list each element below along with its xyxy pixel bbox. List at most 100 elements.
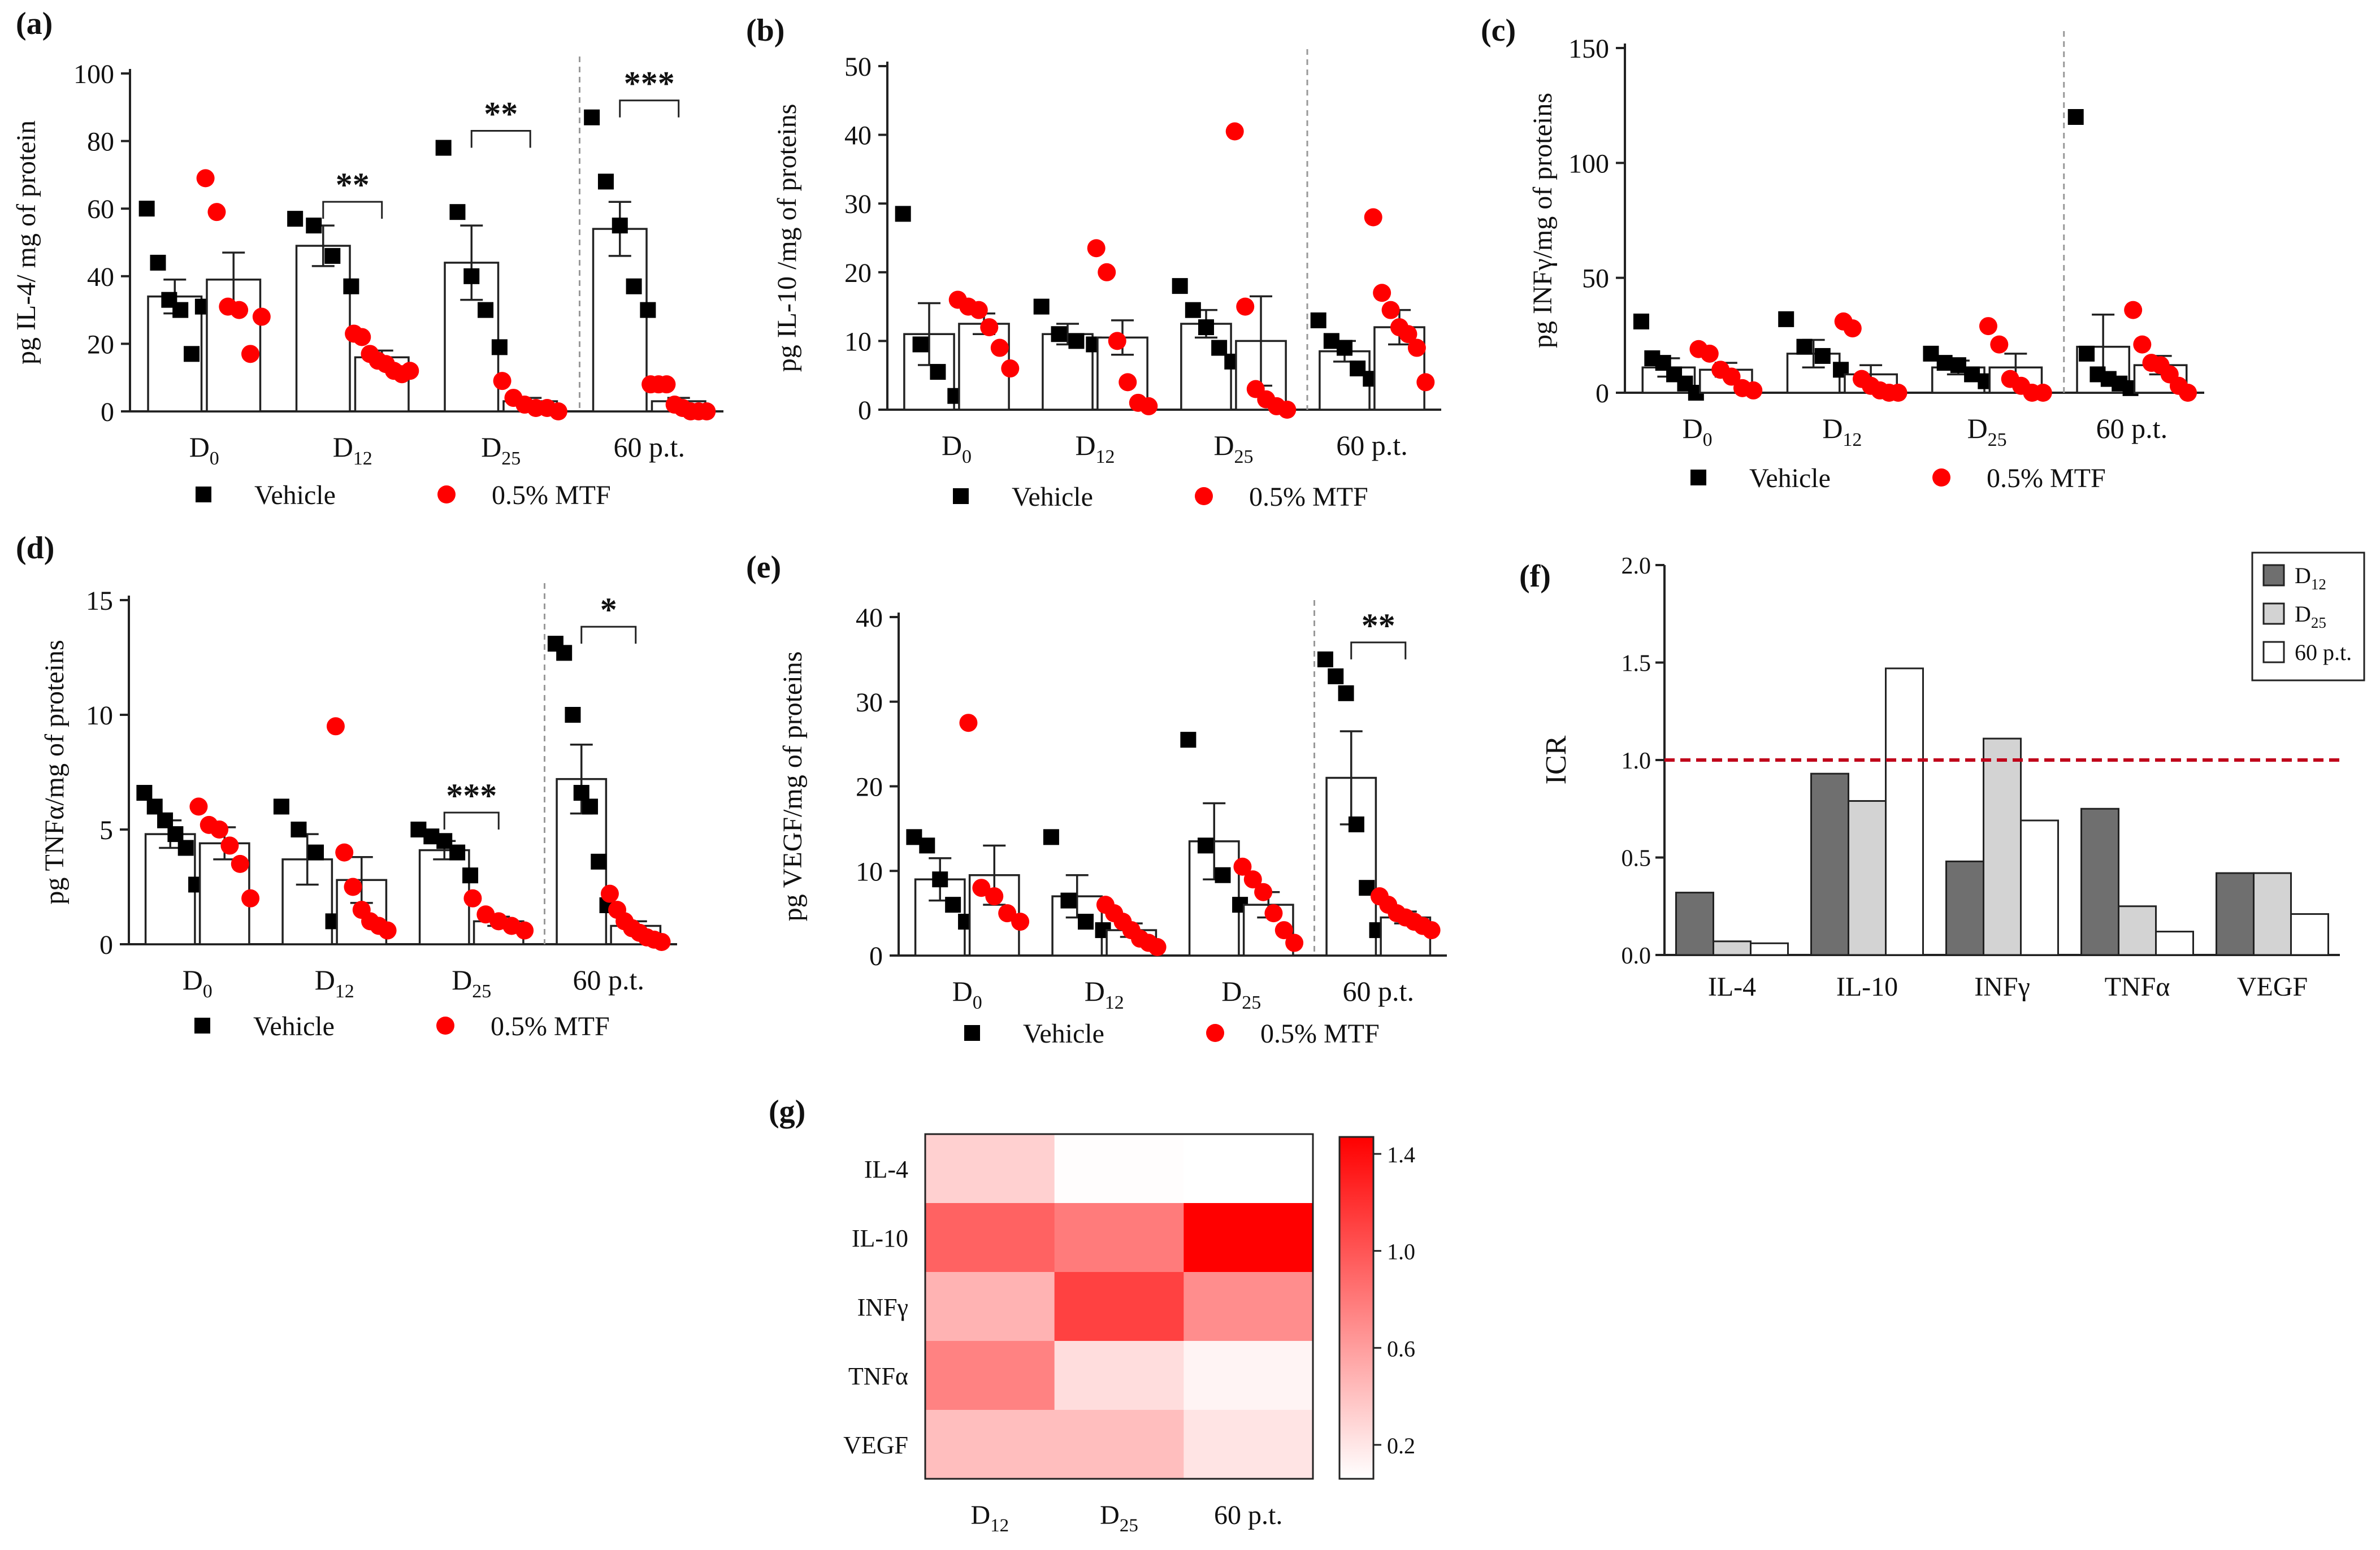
mtf-point <box>2124 301 2143 319</box>
icr-bar <box>2118 905 2157 956</box>
legend-vehicle-label: Vehicle <box>254 480 336 510</box>
heatmap-cell <box>1054 1134 1184 1204</box>
vehicle-point <box>1338 685 1354 701</box>
mtf-point <box>985 887 1004 906</box>
x-tick-label: 60 p.t. <box>573 964 644 996</box>
x-tick-label: IL-4 <box>1708 972 1756 1002</box>
mtf-point <box>2133 335 2152 354</box>
vehicle-point <box>919 837 935 854</box>
mtf-point <box>353 328 371 346</box>
icr-bar <box>1983 737 2022 956</box>
vehicle-point <box>1336 340 1352 356</box>
heatmap-cell <box>925 1134 1055 1204</box>
colorbar <box>1338 1136 1375 1480</box>
mtf-point <box>241 345 259 363</box>
vehicle-point <box>1043 829 1059 845</box>
heatmap-row-label: INFγ <box>857 1293 908 1321</box>
heatmap-row-label: TNFα <box>848 1362 908 1390</box>
y-tick-label: 30 <box>844 189 872 219</box>
heatmap-col-label: D25 <box>1100 1500 1138 1536</box>
vehicle-point <box>912 336 929 353</box>
mtf-point <box>344 878 362 896</box>
heatmap-cell <box>925 1203 1055 1273</box>
mtf-point <box>220 836 239 855</box>
vehicle-point <box>591 853 607 870</box>
mtf-point <box>1416 373 1435 392</box>
y-tick-label: 150 <box>1568 34 1609 64</box>
mtf-point <box>1001 359 1020 378</box>
vehicle-point <box>1211 340 1228 356</box>
icr-bar <box>2155 931 2194 956</box>
mtf-point <box>1264 904 1283 923</box>
vehicle-point <box>308 844 324 861</box>
colorbar-tick-label: 1.0 <box>1387 1239 1415 1265</box>
vehicle-point <box>1936 355 1953 371</box>
x-tick-label: D0 <box>952 975 982 1013</box>
legend-vehicle-label: Vehicle <box>1023 1019 1104 1049</box>
mtf-point <box>1700 344 1719 363</box>
y-axis-label: ICR <box>1540 735 1572 784</box>
x-tick-label: 60 p.t. <box>2096 413 2167 444</box>
significance-stars: * <box>600 591 617 628</box>
heatmap-cell <box>1184 1134 1313 1204</box>
x-tick-label: INFγ <box>1974 972 2030 1002</box>
mtf-point <box>1139 397 1158 415</box>
vehicle-bar <box>418 849 470 945</box>
vehicle-point <box>324 248 341 264</box>
heatmap-cell <box>925 1272 1055 1341</box>
heatmap-cell <box>1054 1272 1184 1341</box>
x-tick-label: D25 <box>1221 975 1261 1013</box>
x-tick-label: D12 <box>315 964 354 1002</box>
mtf-point <box>1979 317 1997 336</box>
legend-vehicle-label: Vehicle <box>253 1011 335 1041</box>
mtf-point <box>378 921 397 940</box>
mtf-point <box>335 843 354 862</box>
icr-bar <box>1945 860 1984 956</box>
vehicle-point <box>150 254 166 271</box>
vehicle-point <box>462 867 479 884</box>
mtf-point <box>2034 384 2052 402</box>
mtf-point <box>1278 401 1297 419</box>
vehicle-point <box>1197 837 1213 854</box>
legend-vehicle-marker <box>194 1018 210 1034</box>
mtf-point <box>1274 921 1293 940</box>
panel-label: (e) <box>746 550 781 585</box>
vehicle-point <box>640 302 656 318</box>
heatmap-cell <box>1184 1341 1313 1410</box>
x-tick-label: TNFα <box>2105 972 2170 1002</box>
vehicle-point <box>1950 357 1966 374</box>
mtf-point <box>652 932 671 951</box>
mtf-point <box>1990 335 2009 354</box>
y-tick-label: 0 <box>99 930 113 960</box>
vehicle-point <box>463 268 480 284</box>
mtf-point <box>1843 319 1862 338</box>
colorbar-tick-label: 0.6 <box>1387 1336 1415 1361</box>
x-tick-label: D12 <box>1085 975 1124 1013</box>
panel-g: (g) IL-4 IL-10 INFγ TNFα VEGF D12 D25 60 p.t. 1.4… <box>769 1094 1415 1536</box>
icr-bar <box>1713 940 1752 956</box>
vehicle-point <box>2079 345 2095 362</box>
y-axis-label: pg INFγ/mg of proteins <box>1528 93 1558 348</box>
x-tick-label: D25 <box>481 431 521 469</box>
vehicle-point <box>930 364 946 380</box>
x-tick-label: D12 <box>1075 429 1115 467</box>
vehicle-point <box>146 798 163 815</box>
mtf-point <box>207 203 226 222</box>
mtf-point <box>401 362 419 380</box>
y-tick-label: 0 <box>869 941 883 971</box>
mtf-point <box>1422 921 1441 940</box>
vehicle-point <box>1215 867 1231 883</box>
mtf-point <box>990 338 1009 357</box>
legend-mtf-marker <box>437 485 456 503</box>
y-tick-label: 40 <box>87 262 114 292</box>
y-tick-label: 10 <box>844 327 872 357</box>
y-tick-label: 30 <box>856 688 883 718</box>
y-tick-label: 15 <box>86 586 113 616</box>
x-tick-label: D12 <box>1822 413 1862 450</box>
legend-mtf-label: 0.5% MTF <box>1249 482 1368 512</box>
legend-label: 60 p.t. <box>2295 640 2352 665</box>
y-tick-label: 50 <box>844 52 872 82</box>
mtf-point <box>1254 883 1273 901</box>
mtf-point <box>1373 284 1391 302</box>
mtf-point <box>189 797 208 816</box>
